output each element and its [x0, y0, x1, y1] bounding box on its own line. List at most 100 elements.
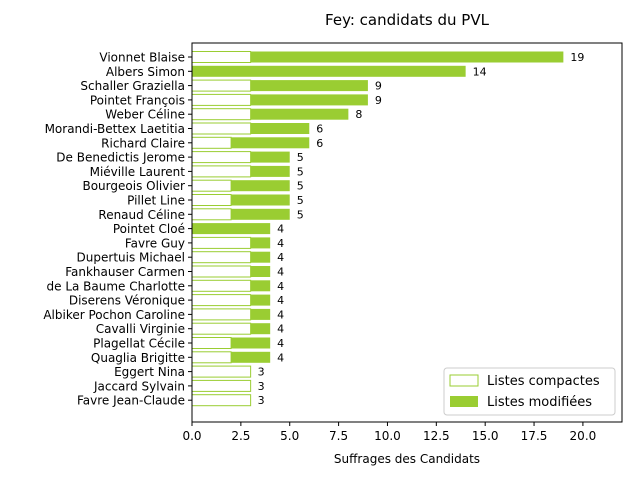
x-tick-label: 15.0 [472, 429, 499, 443]
category-label: Pointet François [90, 93, 185, 107]
legend-label-compactes: Listes compactes [487, 374, 600, 389]
data-label: 3 [258, 366, 265, 379]
category-label: Jaccard Sylvain [93, 379, 185, 393]
x-tick-label: 10.0 [374, 429, 401, 443]
category-label: Quaglia Brigitte [91, 351, 185, 365]
data-label: 5 [297, 165, 304, 178]
category-label: Bourgeois Olivier [82, 179, 185, 193]
data-label: 4 [277, 294, 284, 307]
bar-modifiees [250, 94, 368, 106]
chart-title: Fey: candidats du PVL [325, 11, 490, 29]
bar-compactes [191, 394, 252, 407]
data-label: 4 [277, 266, 284, 279]
category-label: Renaud Céline [98, 208, 185, 222]
bar-modifiees [250, 251, 271, 263]
bar-compactes [191, 179, 232, 192]
bar-modifiees [250, 237, 271, 249]
bar-modifiees [250, 108, 349, 120]
bar-compactes [191, 194, 232, 206]
x-axis-label: Suffrages des Candidats [334, 452, 480, 466]
bar-modifiees [250, 308, 271, 320]
category-label: Pointet Cloé [113, 222, 185, 236]
data-label: 8 [355, 108, 362, 121]
category-label: Pillet Line [127, 194, 185, 208]
bar-modifiees [250, 280, 271, 292]
x-tick-label: 12.5 [423, 429, 450, 443]
bar-modifiees [231, 194, 290, 206]
category-label: Vionnet Blaise [99, 51, 185, 65]
bar-compactes [191, 379, 252, 392]
x-tick-label: 2.5 [231, 429, 250, 443]
category-label: Cavalli Virginie [96, 322, 185, 336]
bar-compactes [191, 337, 232, 349]
bar-modifiees [192, 223, 271, 235]
category-label: Eggert Nina [114, 365, 185, 379]
data-label: 6 [316, 123, 323, 136]
bar-modifiees [250, 323, 271, 335]
bar-modifiees [231, 137, 310, 149]
category-label: de La Baume Charlotte [47, 279, 186, 293]
category-label: Miéville Laurent [90, 165, 186, 179]
bar-compactes [191, 108, 252, 121]
category-label: Plagellat Cécile [93, 337, 185, 351]
data-label: 4 [277, 251, 284, 264]
data-label: 5 [297, 208, 304, 221]
bar-modifiees [231, 351, 271, 363]
bar-compactes [191, 322, 252, 335]
bar-modifiees [250, 123, 310, 134]
bar-compactes [191, 365, 252, 378]
x-axis: 0.0 2.5 5.0 7.5 10.0 12.5 15.0 17.5 20.0 [182, 422, 596, 443]
bar-modifiees [231, 180, 290, 192]
category-label: Fankhauser Carmen [65, 265, 185, 279]
legend-swatch-compactes [449, 374, 479, 387]
legend-swatch-modifiees [450, 396, 478, 407]
data-label: 4 [277, 337, 284, 350]
data-label: 14 [473, 65, 487, 78]
data-label: 3 [258, 380, 265, 393]
category-label: Weber Céline [105, 108, 185, 122]
bar-compactes [191, 351, 232, 364]
legend: Listes compactes Listes modifiées [443, 367, 616, 416]
x-tick-label: 20.0 [570, 429, 597, 443]
bar-modifiees [192, 65, 466, 77]
bar-modifiees [250, 80, 368, 92]
data-label: 4 [277, 237, 284, 250]
bar-compactes [191, 236, 252, 249]
bar-compactes [191, 165, 252, 178]
category-label: Diserens Véronique [69, 294, 185, 308]
plot-frame [191, 42, 623, 423]
bar-modifiees [250, 165, 290, 177]
bar-compactes [191, 93, 252, 106]
x-tick-label: 0.0 [182, 429, 201, 443]
x-tick-label: 7.5 [329, 429, 348, 443]
data-label: 5 [297, 151, 304, 164]
bars-layer [191, 51, 564, 407]
data-label: 4 [277, 223, 284, 236]
data-label: 5 [297, 180, 304, 193]
bar-modifiees [231, 337, 271, 349]
data-label: 9 [375, 94, 382, 107]
legend-label-modifiees: Listes modifiées [487, 395, 592, 410]
bar-compactes [191, 122, 252, 135]
data-label: 4 [277, 280, 284, 293]
category-label: Favre Guy [125, 236, 185, 250]
bar-modifiees [231, 208, 290, 220]
category-label: Morandi-Bettex Laetitia [45, 122, 185, 136]
data-label: 4 [277, 308, 284, 321]
bar-compactes [191, 79, 252, 92]
category-label: Favre Jean-Claude [77, 394, 185, 408]
category-label: Albers Simon [106, 65, 185, 79]
x-tick-label: 17.5 [521, 429, 548, 443]
bar-compactes [191, 279, 252, 292]
bar-compactes [191, 294, 252, 307]
bar-modifiees [250, 294, 271, 306]
data-label: 6 [316, 137, 323, 150]
x-tick-label: 5.0 [280, 429, 299, 443]
legend-box [443, 367, 616, 416]
bar-compactes [191, 251, 252, 264]
bar-compactes [191, 51, 252, 63]
data-label: 9 [375, 80, 382, 93]
